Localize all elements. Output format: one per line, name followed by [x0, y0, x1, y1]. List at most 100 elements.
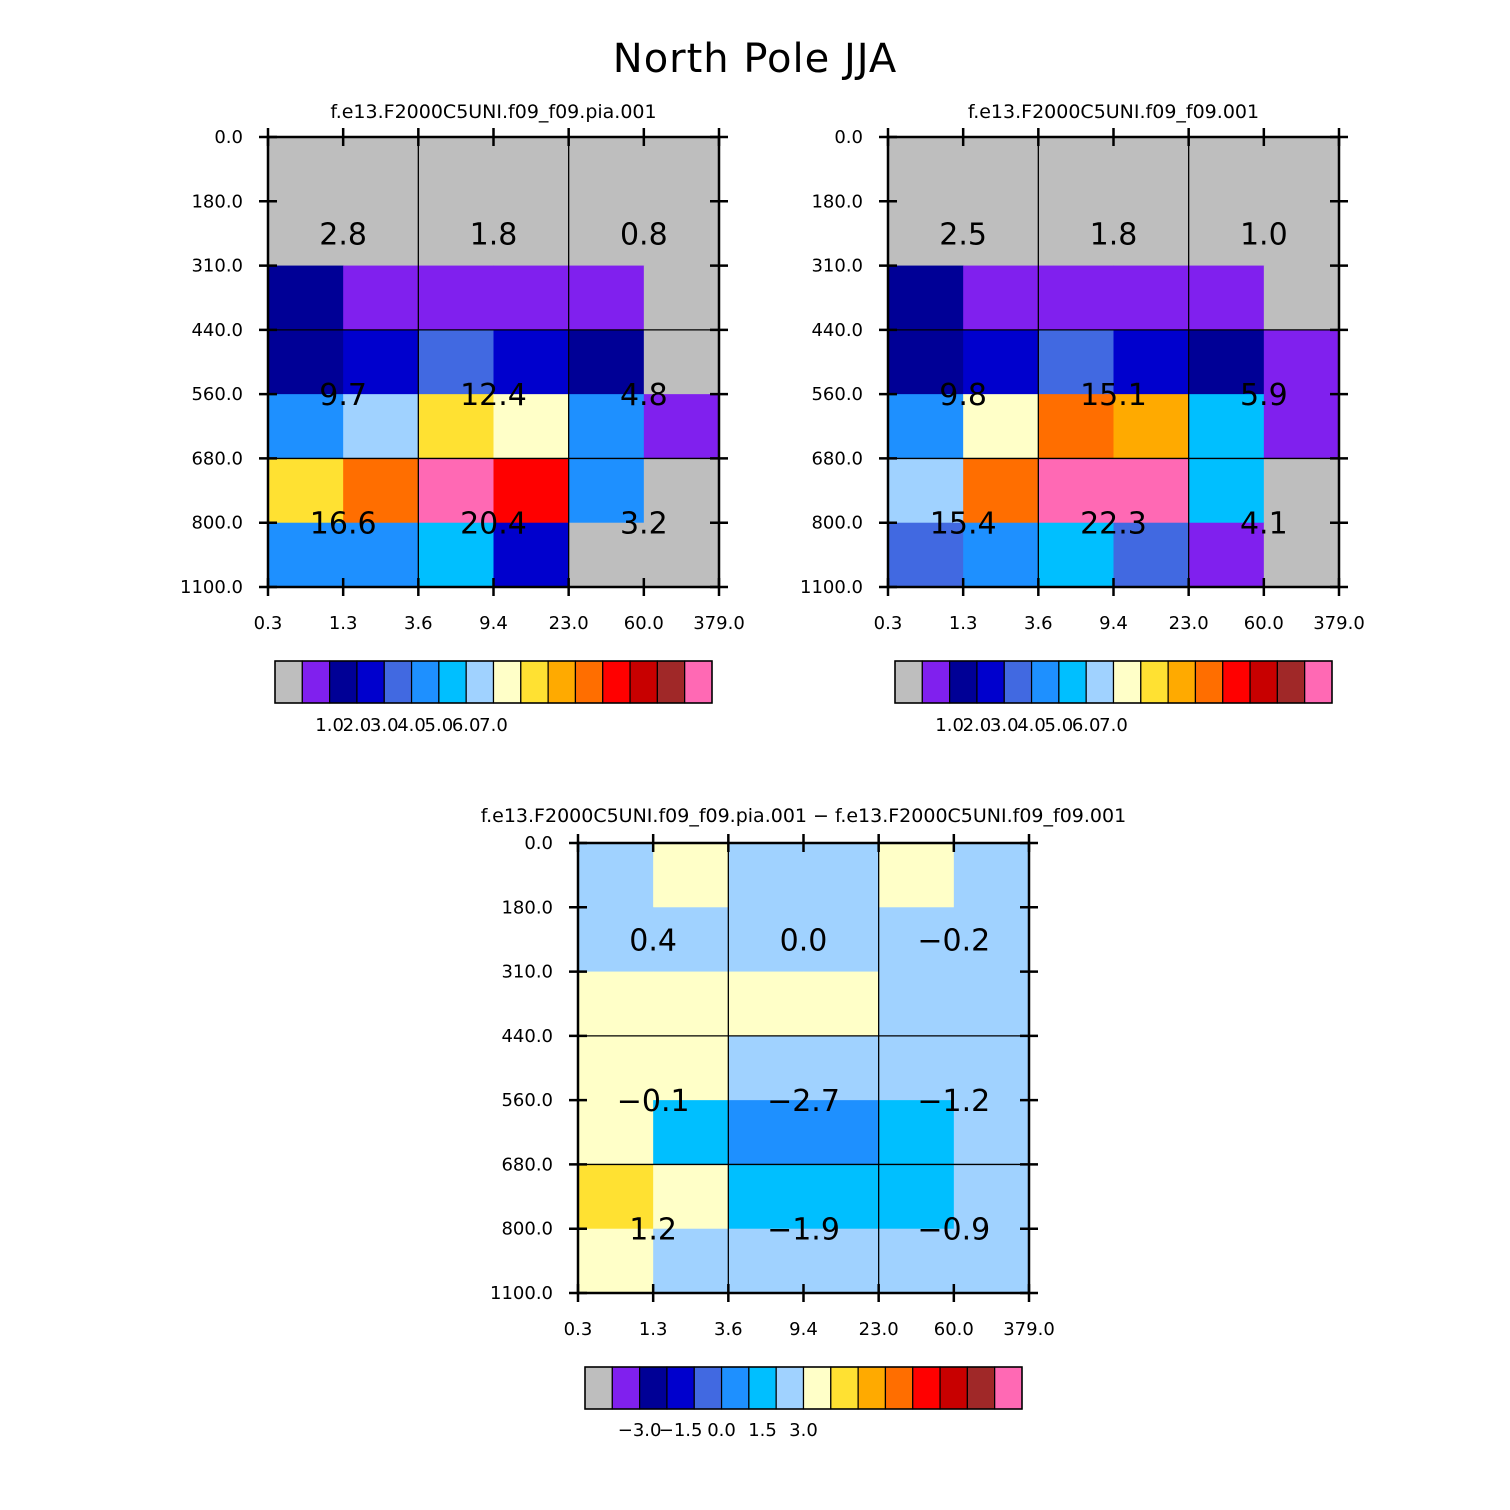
- heatmap-cell: [493, 394, 570, 460]
- heatmap-cell: [803, 1164, 880, 1230]
- box-value-label: −0.9: [917, 1213, 990, 1248]
- colorbar-swatch: [1112, 660, 1142, 704]
- colorbar-label: 1.5: [748, 1420, 777, 1441]
- heatmap-cell: [343, 394, 419, 460]
- box-value-label: 12.4: [460, 378, 527, 413]
- heatmap-cell: [803, 1100, 880, 1166]
- box-value-label: −2.7: [767, 1084, 840, 1119]
- heatmap-cell: [1038, 329, 1115, 395]
- heatmap-cell: [963, 137, 1039, 202]
- box-value-label: 1.2: [629, 1213, 677, 1248]
- colorbar-swatch: [1249, 660, 1278, 704]
- heatmap-cell: [568, 458, 645, 524]
- heatmap-cell: [1188, 137, 1265, 202]
- heatmap-cell: [493, 265, 570, 331]
- x-tick-label: 9.4: [479, 613, 508, 634]
- colorbar-swatch: [994, 1366, 1023, 1410]
- heatmap-cell: [1188, 329, 1265, 395]
- box-value-label: 0.8: [620, 217, 668, 252]
- box-value-label: 16.6: [310, 507, 377, 542]
- heatmap-cell: [878, 1164, 955, 1230]
- colorbar-swatch: [611, 1366, 641, 1410]
- heatmap-cell: [1113, 522, 1190, 588]
- heatmap-cell: [953, 907, 1030, 973]
- box-value-label: 1.0: [1240, 217, 1288, 252]
- heatmap-cell: [728, 1100, 805, 1166]
- heatmap-cell: [1038, 201, 1115, 267]
- heatmap-cell: [888, 329, 964, 395]
- heatmap-cell: [1188, 201, 1265, 267]
- box-value-label: 15.1: [1080, 378, 1147, 413]
- heatmap-cell: [803, 1228, 880, 1294]
- heatmap-cell: [568, 394, 645, 460]
- heatmap-cell: [888, 137, 964, 202]
- y-tick-label: 180.0: [811, 191, 863, 212]
- colorbar-swatch: [1304, 660, 1333, 704]
- heatmap-cell: [1038, 522, 1115, 588]
- heatmap-cell: [643, 458, 720, 524]
- x-tick-label: 0.3: [254, 613, 283, 634]
- heatmap-cell: [1038, 394, 1115, 460]
- box-value-label: 2.5: [939, 217, 987, 252]
- heatmap-cell: [343, 265, 419, 331]
- colorbar-swatch: [802, 1366, 832, 1410]
- colorbar-label: 5.0: [1045, 715, 1074, 736]
- heatmap-cell: [963, 522, 1039, 588]
- box-value-label: 9.7: [319, 378, 367, 413]
- heatmap-cell: [568, 137, 645, 202]
- heatmap-cell: [343, 201, 419, 267]
- heatmap-cell: [578, 1035, 654, 1101]
- heatmap-cell: [268, 394, 344, 460]
- heatmap-cell: [343, 137, 419, 202]
- box-value-label: 22.3: [1080, 507, 1147, 542]
- heatmap-cell: [493, 137, 570, 202]
- y-tick-label: 180.0: [501, 897, 553, 918]
- heatmap-cell: [963, 329, 1039, 395]
- heatmap-cell: [578, 971, 654, 1037]
- colorbar-swatch: [684, 660, 713, 704]
- y-tick-label: 1100.0: [800, 577, 863, 598]
- colorbar-swatch: [656, 660, 686, 704]
- colorbar-swatch: [857, 1366, 887, 1410]
- y-tick-label: 680.0: [811, 448, 863, 469]
- colorbar-label: 3.0: [990, 715, 1019, 736]
- x-tick-label: 379.0: [693, 613, 745, 634]
- colorbar-swatch: [1030, 660, 1060, 704]
- box-value-label: −1.2: [917, 1084, 990, 1119]
- heatmap-cell: [1263, 201, 1340, 267]
- colorbar-label: 2.0: [963, 715, 992, 736]
- colorbar-swatch: [438, 660, 467, 704]
- x-tick-label: 0.3: [874, 613, 903, 634]
- heatmap-cell: [878, 1035, 955, 1101]
- colorbar-swatch: [410, 660, 440, 704]
- x-tick-label: 3.6: [714, 1319, 743, 1340]
- heatmap-cell: [653, 1100, 729, 1166]
- box-value-label: 15.4: [930, 507, 997, 542]
- heatmap-cell: [418, 394, 495, 460]
- colorbar-label: 7.0: [1099, 715, 1128, 736]
- y-tick-label: 180.0: [191, 191, 243, 212]
- heatmap-cell: [1038, 265, 1115, 331]
- box-value-label: −0.2: [917, 923, 990, 958]
- colorbar-swatch: [666, 1366, 695, 1410]
- colorbar-swatch: [356, 660, 385, 704]
- heatmap-cell: [268, 201, 344, 267]
- y-tick-label: 440.0: [191, 320, 243, 341]
- heatmap-cell: [268, 458, 344, 524]
- x-tick-label: 1.3: [949, 613, 978, 634]
- y-tick-label: 560.0: [501, 1090, 553, 1111]
- heatmap-cell: [418, 265, 495, 331]
- heatmap-cell: [1188, 394, 1265, 460]
- heatmap-cell: [268, 137, 344, 202]
- colorbar-label: 1.0: [935, 715, 964, 736]
- colorbar-swatch: [547, 660, 577, 704]
- heatmap-cell: [653, 1228, 729, 1294]
- heatmap-cell: [643, 394, 720, 460]
- colorbar-swatch: [976, 660, 1005, 704]
- heatmap-cell: [568, 329, 645, 395]
- box-value-label: 3.2: [620, 507, 668, 542]
- heatmap-cell: [1113, 265, 1190, 331]
- panel-title: f.e13.F2000C5UNI.f09_f09.001: [968, 101, 1259, 123]
- colorbar-swatch: [775, 1366, 805, 1410]
